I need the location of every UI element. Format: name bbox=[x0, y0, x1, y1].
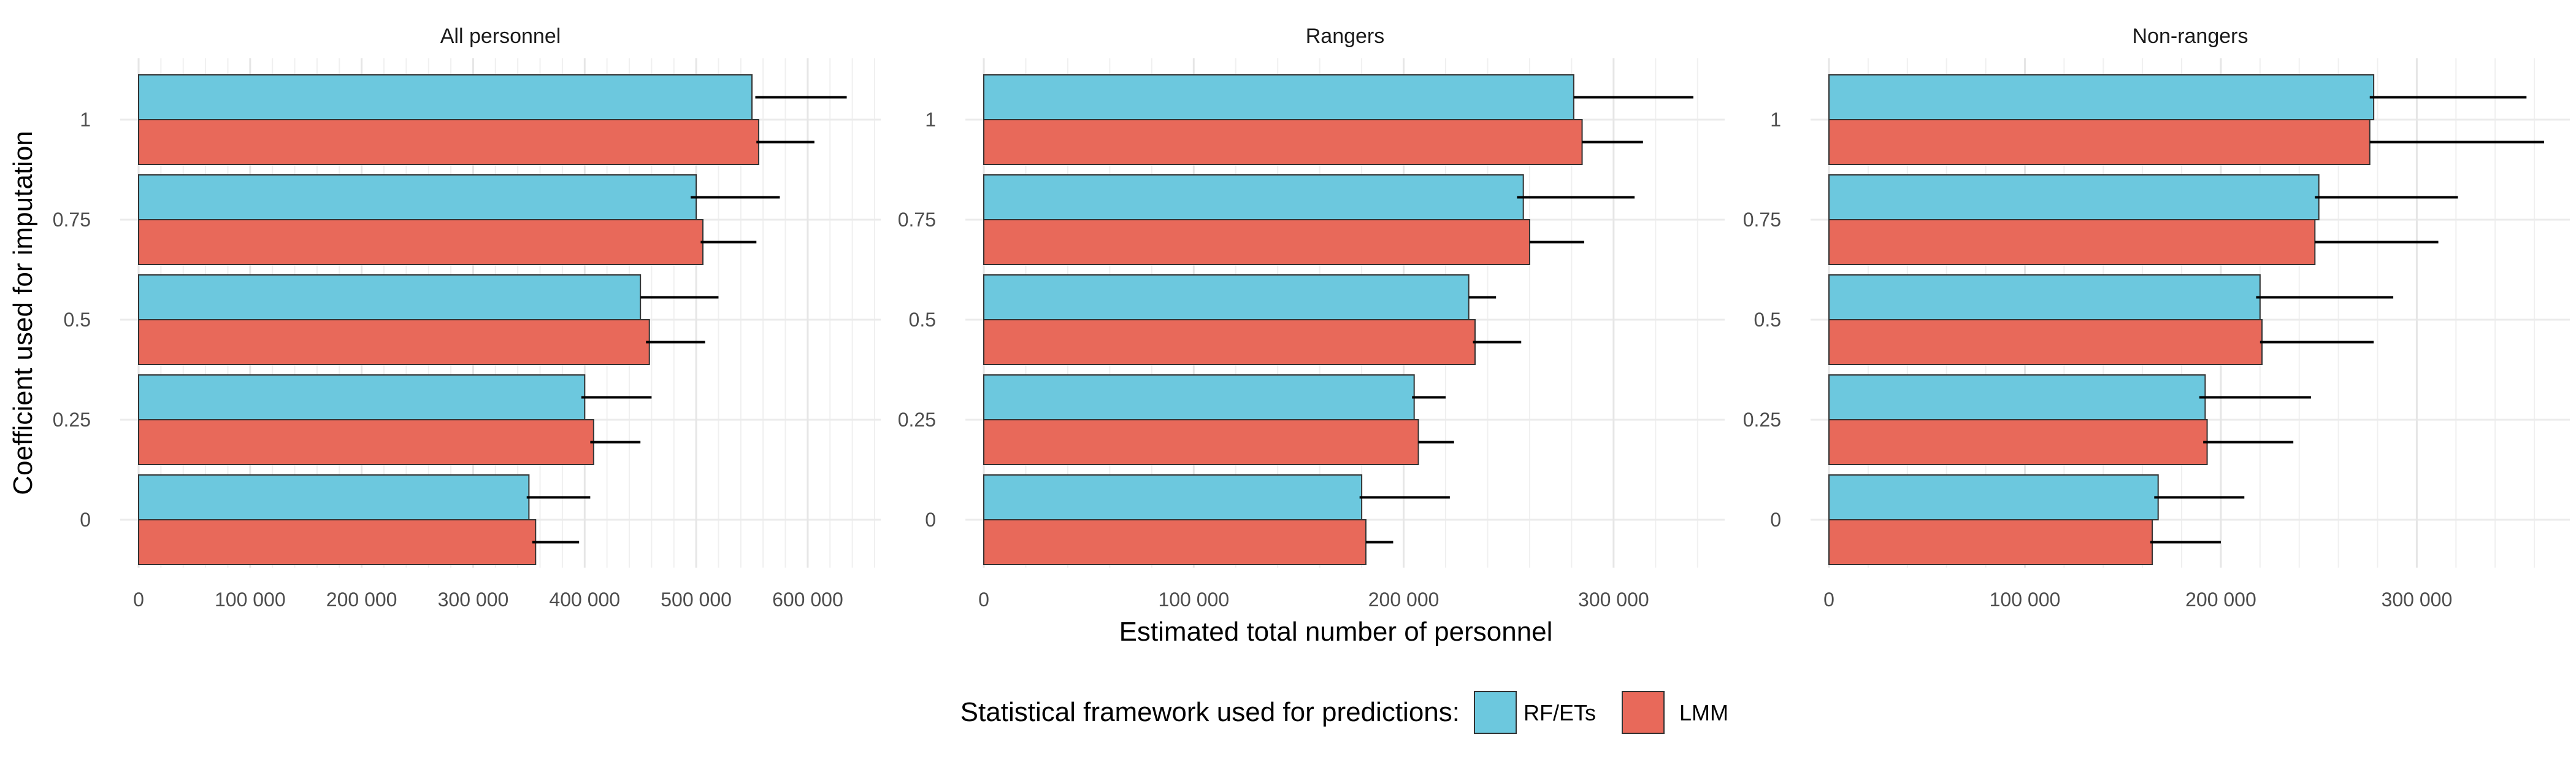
bar-rfets bbox=[1828, 274, 2261, 320]
bar-rfets bbox=[983, 374, 1415, 420]
bar-lmm bbox=[1828, 319, 2263, 365]
bar-lmm bbox=[983, 119, 1583, 165]
x-tick-label: 100 000 bbox=[1158, 588, 1229, 611]
legend-label: RF/ETs bbox=[1524, 700, 1596, 725]
bar-lmm bbox=[1828, 219, 2316, 265]
bar-rfets bbox=[138, 474, 530, 520]
y-tick-label: 0.25 bbox=[53, 409, 91, 431]
bar-lmm bbox=[1828, 119, 2371, 165]
bar-lmm bbox=[1828, 419, 2208, 465]
bar-rfets bbox=[138, 374, 586, 420]
panel-0: 0 100 000 200 000 300 000 400 000 500 000 600 … bbox=[53, 25, 881, 611]
panel-title: All personnel bbox=[440, 25, 561, 48]
legend-swatch bbox=[1622, 691, 1665, 734]
bar-lmm bbox=[138, 119, 759, 165]
legend-swatch bbox=[1474, 691, 1517, 734]
x-tick-label: 200 000 bbox=[1368, 588, 1439, 611]
bar-rfets bbox=[138, 174, 697, 220]
panel-1: 0 100 000 200 000 300 000 Rangers 1 0.75 0.5 0.2… bbox=[898, 25, 1725, 611]
y-tick-label: 1 bbox=[80, 109, 91, 131]
y-tick-label: 0.75 bbox=[1743, 209, 1781, 231]
legend-title: Statistical framework used for predictio… bbox=[960, 697, 1460, 727]
bar-rfets bbox=[1828, 474, 2159, 520]
bar-lmm bbox=[138, 219, 703, 265]
y-tick-label: 0.75 bbox=[53, 209, 91, 231]
x-tick-label: 200 000 bbox=[2185, 588, 2256, 611]
bar-lmm bbox=[138, 519, 537, 565]
x-tick-label: 200 000 bbox=[326, 588, 397, 611]
x-tick-label: 100 000 bbox=[1990, 588, 2061, 611]
y-tick-label: 0 bbox=[925, 509, 936, 531]
bar-lmm bbox=[983, 519, 1367, 565]
y-tick-label: 0 bbox=[80, 509, 91, 531]
bar-rfets bbox=[138, 274, 642, 320]
panel-title: Non-rangers bbox=[2133, 25, 2248, 48]
y-axis-title: Coefficient used for imputation bbox=[8, 131, 38, 495]
bar-lmm bbox=[1828, 519, 2153, 565]
x-tick-label: 0 bbox=[1823, 588, 1834, 611]
x-tick-label: 500 000 bbox=[661, 588, 732, 611]
y-tick-label: 0 bbox=[1770, 509, 1781, 531]
bar-rfets bbox=[1828, 174, 2320, 220]
bar-rfets bbox=[983, 174, 1524, 220]
x-tick-label: 600 000 bbox=[772, 588, 843, 611]
y-tick-label: 0.5 bbox=[64, 309, 91, 331]
x-tick-label: 100 000 bbox=[215, 588, 286, 611]
bar-rfets bbox=[983, 74, 1574, 120]
x-tick-label: 300 000 bbox=[1578, 588, 1649, 611]
bar-rfets bbox=[1828, 374, 2206, 420]
x-axis-title: Estimated total number of personnel bbox=[1119, 617, 1553, 647]
bar-rfets bbox=[983, 474, 1363, 520]
panel-title: Rangers bbox=[1306, 25, 1385, 48]
legend: Statistical framework used for predictio… bbox=[960, 691, 1728, 734]
bar-rfets bbox=[983, 274, 1470, 320]
y-tick-label: 1 bbox=[1770, 109, 1781, 131]
x-tick-label: 300 000 bbox=[2382, 588, 2453, 611]
x-tick-label: 300 000 bbox=[438, 588, 509, 611]
y-tick-label: 0.75 bbox=[898, 209, 936, 231]
bar-lmm bbox=[138, 419, 594, 465]
bar-rfets bbox=[1828, 74, 2375, 120]
bar-rfets bbox=[138, 74, 753, 120]
y-tick-label: 0.5 bbox=[1754, 309, 1781, 331]
legend-label: LMM bbox=[1679, 700, 1728, 725]
y-tick-label: 1 bbox=[925, 109, 936, 131]
bar-lmm bbox=[138, 319, 650, 365]
bar-lmm bbox=[983, 219, 1530, 265]
y-tick-label: 0.25 bbox=[898, 409, 936, 431]
y-tick-label: 0.25 bbox=[1743, 409, 1781, 431]
bar-lmm bbox=[983, 319, 1476, 365]
bar-lmm bbox=[983, 419, 1419, 465]
x-tick-label: 0 bbox=[978, 588, 989, 611]
x-tick-label: 400 000 bbox=[549, 588, 620, 611]
panel-2: 0 100 000 200 000 300 000 Non-rangers 1 0.75 0.… bbox=[1743, 25, 2570, 611]
x-tick-label: 0 bbox=[133, 588, 144, 611]
y-tick-label: 0.5 bbox=[909, 309, 936, 331]
